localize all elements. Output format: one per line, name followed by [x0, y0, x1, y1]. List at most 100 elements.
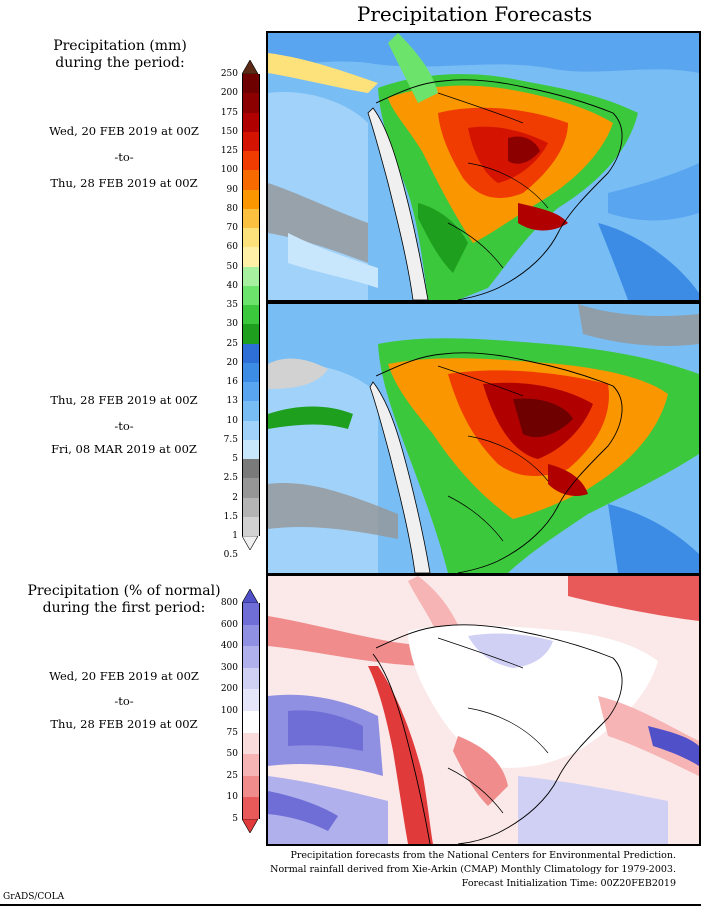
precip-colorbar-swatch	[242, 478, 260, 498]
precip-colorbar-swatch	[242, 382, 260, 402]
percent-colorbar-label: 100	[220, 706, 238, 716]
percent-colorbar-label: 600	[220, 619, 238, 630]
percent-colorbar-label: 400	[220, 641, 238, 652]
precip-colorbar-swatch	[242, 74, 260, 94]
footer: Precipitation forecasts from the Nationa…	[270, 849, 676, 891]
percent-colorbar-swatch	[242, 624, 260, 647]
precip-colorbar-label: 50	[226, 261, 238, 272]
precip-colorbar-cap-top	[242, 60, 258, 74]
precip-colorbar-cap-bottom	[242, 536, 258, 550]
precip-colorbar-label: 2.5	[223, 473, 238, 484]
precip-colorbar-label: 10	[226, 415, 238, 426]
precip-colorbar-swatch	[242, 362, 260, 382]
panel2-date-to: Fri, 08 MAR 2019 at 00Z	[51, 442, 197, 456]
percent-colorbar-swatch	[242, 797, 260, 819]
panel1-heading: Precipitation (mm) during the period:	[40, 38, 200, 72]
panel3-heading: Precipitation (% of normal) during the f…	[24, 583, 224, 617]
percent-colorbar-label: 10	[226, 792, 238, 803]
precip-colorbar-swatch	[242, 516, 260, 536]
percent-colorbar-swatch	[242, 711, 260, 733]
precip-colorbar-label: 250	[220, 69, 238, 79]
precip-colorbar-swatch	[242, 305, 260, 325]
precip-colorbar-swatch	[242, 208, 260, 228]
precip-colorbar-label: 13	[226, 396, 238, 407]
precip-colorbar-swatch	[242, 247, 260, 267]
percent-colorbar-label: 50	[226, 749, 238, 760]
precip-colorbar-label: 20	[226, 357, 238, 368]
precipitation-colorbar: 250 200 175 150 125 100 90 80 70 60 50 40 35 30 25 20 16…	[221, 60, 260, 560]
precip-colorbar-label: 1.5	[223, 511, 238, 522]
panel3-date-from: Wed, 20 FEB 2019 at 00Z	[49, 669, 199, 683]
precip-colorbar-swatch	[242, 497, 260, 517]
precipitation-map-period2	[266, 302, 701, 575]
precip-colorbar-label: 5	[232, 454, 238, 464]
panel3-date-to: Thu, 28 FEB 2019 at 00Z	[50, 717, 198, 731]
precip-colorbar-label: 60	[226, 242, 238, 253]
precip-colorbar-label: 35	[226, 300, 238, 310]
precip-colorbar-swatch	[242, 131, 260, 151]
precip-colorbar-swatch	[242, 343, 260, 363]
figure-title: Precipitation Forecasts	[356, 2, 593, 26]
percent-colorbar-cap-bottom	[242, 819, 258, 833]
precip-colorbar-swatch	[242, 151, 260, 171]
precip-colorbar-label: 2	[232, 492, 238, 503]
precip-colorbar-swatch	[242, 439, 260, 459]
credit-label: GrADS/COLA	[3, 892, 65, 902]
percent-colorbar-swatch	[242, 689, 260, 711]
precip-colorbar-label: 1	[232, 531, 238, 541]
precip-colorbar-swatch	[242, 189, 260, 209]
panel3-to: -to-	[114, 694, 134, 708]
percent-colorbar-label: 200	[220, 684, 238, 695]
precip-colorbar-label: 80	[226, 203, 238, 214]
percent-colorbar-swatch	[242, 732, 260, 755]
precip-colorbar-swatch	[242, 285, 260, 305]
precip-colorbar-swatch	[242, 459, 260, 479]
precip-colorbar-label: 7.5	[223, 434, 238, 445]
percent-colorbar-label: 5	[232, 814, 238, 824]
precip-colorbar-swatch	[242, 266, 260, 286]
precip-colorbar-label: 70	[226, 223, 238, 233]
precip-colorbar-label: 100	[220, 165, 238, 176]
percent-colorbar-label: 75	[226, 727, 238, 738]
footer-line2: Normal rainfall derived from Xie-Arkin (…	[270, 864, 676, 875]
footer-line1: Precipitation forecasts from the Nationa…	[290, 850, 677, 861]
precip-colorbar-swatch	[242, 401, 260, 421]
percent-of-normal-map	[266, 574, 701, 846]
precip-colorbar-label: 175	[220, 107, 238, 118]
percent-colorbar-cap-top	[242, 589, 258, 603]
precip-colorbar-label: 16	[226, 377, 238, 387]
footer-line3: Forecast Initialization Time: 00Z20FEB20…	[461, 878, 676, 889]
precip-colorbar-swatch	[242, 112, 260, 132]
percent-colorbar-label: 300	[220, 662, 238, 673]
precip-colorbar-swatch	[242, 93, 260, 113]
precip-colorbar-label: 90	[226, 184, 238, 195]
panel2-date-from: Thu, 28 FEB 2019 at 00Z	[50, 393, 198, 407]
percent-colorbar-swatch	[242, 646, 260, 668]
panel3-heading-line2: during the first period:	[42, 600, 206, 616]
percent-colorbar-label: 25	[226, 770, 238, 781]
percent-colorbar-swatch	[242, 603, 260, 625]
precip-colorbar-swatch	[242, 324, 260, 344]
precip-colorbar-swatch	[242, 420, 260, 440]
precip-colorbar-label: 40	[226, 280, 238, 291]
bottom-border	[0, 904, 701, 906]
precip-colorbar-label: 125	[220, 146, 238, 156]
panel2-to: -to-	[114, 419, 134, 433]
precip-colorbar-swatch	[242, 228, 260, 248]
precip-colorbar-label: 30	[226, 319, 238, 330]
precipitation-map-period1	[266, 31, 701, 302]
panel1-to: -to-	[114, 150, 134, 164]
precip-colorbar-label: 25	[226, 338, 238, 349]
panel1-date-from: Wed, 20 FEB 2019 at 00Z	[49, 124, 199, 138]
precip-colorbar-swatch	[242, 170, 260, 190]
panel1-date-to: Thu, 28 FEB 2019 at 00Z	[50, 176, 198, 190]
panel1-heading-line1: Precipitation (mm)	[53, 38, 187, 54]
percent-colorbar-swatch	[242, 667, 260, 690]
percent-of-normal-colorbar: 800 600 400 300 200 100 75 50 25 10 5	[221, 589, 260, 833]
precip-colorbar-label: 200	[220, 88, 238, 99]
percent-colorbar-swatch	[242, 775, 260, 798]
precip-colorbar-label: 0.5	[223, 550, 238, 561]
precip-colorbar-label: 150	[220, 126, 238, 137]
panel3-heading-line1: Precipitation (% of normal)	[27, 583, 221, 599]
panel1-heading-line2: during the period:	[55, 55, 185, 71]
